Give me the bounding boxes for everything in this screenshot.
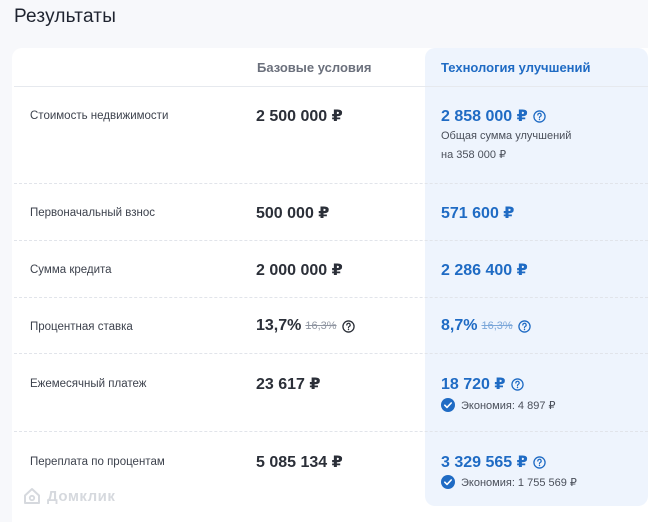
base-value-monthly-payment: 23 617 ₽ [256,374,321,394]
watermark-text: Домклик [47,487,116,505]
tech-column-highlight [425,48,648,506]
row-divider [14,297,648,298]
question-circle-icon[interactable] [517,319,531,333]
check-circle-icon [441,475,455,489]
question-circle-icon[interactable] [510,377,524,391]
row-label-interest-rate: Процентная ставка [30,321,133,333]
base-value-loan-amount: 2 000 000 ₽ [256,260,343,280]
row-divider [14,240,648,241]
base-value-property-cost: 2 500 000 ₽ [256,106,343,126]
tech-value-property-cost: 2 858 000 ₽ [441,106,546,126]
check-circle-icon [441,398,455,412]
economy-text: Экономия: 1 755 569 ₽ [461,476,577,489]
header-divider [14,86,648,87]
row-divider [14,353,648,354]
row-label-monthly-payment: Ежемесячный платеж [30,378,147,390]
row-divider [14,183,648,184]
tech-value-loan-amount: 2 286 400 ₽ [441,260,528,280]
economy-interest-overpayment: Экономия: 1 755 569 ₽ [441,475,577,489]
row-divider [14,431,648,432]
column-header-tech: Технология улучшений [441,60,591,75]
tech-value-text: 571 600 ₽ [441,205,515,222]
row-label-down-payment: Первоначальный взнос [30,207,156,219]
tech-value-text: 8,7% [441,317,478,334]
domclick-watermark: Домклик [22,486,115,506]
base-value-text: 2 000 000 ₽ [256,262,343,279]
tech-value-text: 3 329 565 ₽ [441,454,528,471]
row-label-property-cost: Стоимость недвижимости [30,110,169,122]
row-label-loan-amount: Сумма кредита [30,264,112,276]
base-value-text: 2 500 000 ₽ [256,108,343,125]
page-title: Результаты [14,6,117,27]
base-value-interest-rate: 13,7% 16,3% [256,317,355,335]
base-value-text: 23 617 ₽ [256,376,321,393]
base-value-down-payment: 500 000 ₽ [256,203,329,223]
tech-value-text: 2 286 400 ₽ [441,262,528,279]
row-label-interest-overpayment: Переплата по процентам [30,456,165,468]
question-circle-icon[interactable] [533,455,546,469]
base-value-interest-overpayment: 5 085 134 ₽ [256,452,343,472]
tech-note-line: Общая сумма улучшений [441,130,572,142]
tech-value-monthly-payment: 18 720 ₽ [441,374,524,394]
economy-text: Экономия: 4 897 ₽ [461,399,556,412]
economy-monthly-payment: Экономия: 4 897 ₽ [441,398,556,412]
column-header-base: Базовые условия [257,60,372,75]
old-rate-strikethrough: 16,3% [481,320,513,332]
question-circle-icon[interactable] [533,109,546,123]
tech-value-interest-overpayment: 3 329 565 ₽ [441,452,546,472]
tech-value-text: 2 858 000 ₽ [441,108,528,125]
tech-value-text: 18 720 ₽ [441,376,506,393]
base-value-text: 13,7% [256,317,302,334]
base-value-text: 500 000 ₽ [256,205,330,222]
question-circle-icon[interactable] [341,319,355,333]
tech-value-interest-rate: 8,7% 16,3% [441,317,531,335]
tech-note-line: на 358 000 ₽ [441,149,507,161]
tech-value-down-payment: 571 600 ₽ [441,203,514,223]
house-logo-icon [22,486,42,506]
tech-note-property-cost: Общая сумма улучшений на 358 000 ₽ [441,127,571,165]
base-value-text: 5 085 134 ₽ [256,454,343,471]
old-rate-strikethrough: 16,3% [305,320,337,332]
